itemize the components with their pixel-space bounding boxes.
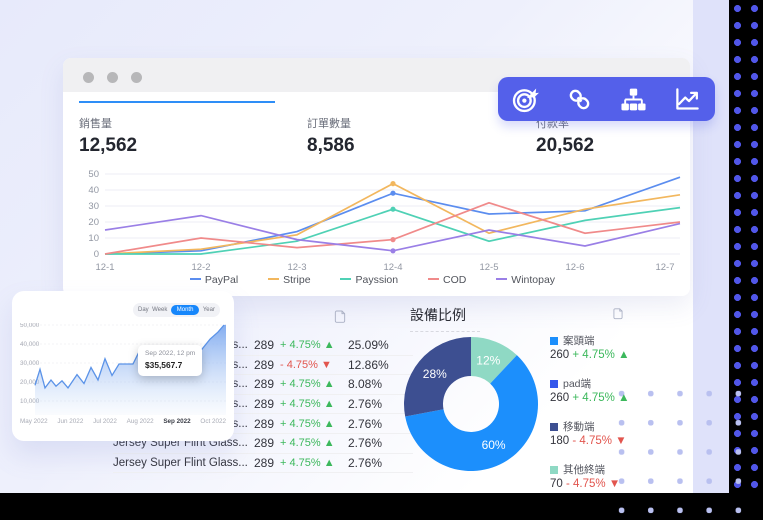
svg-text:30,000: 30,000 bbox=[20, 360, 40, 367]
svg-text:50,000: 50,000 bbox=[20, 323, 40, 329]
svg-text:12-4: 12-4 bbox=[383, 262, 402, 273]
svg-text:60%: 60% bbox=[482, 438, 506, 452]
svg-text:12-7: 12-7 bbox=[655, 262, 674, 273]
svg-text:12%: 12% bbox=[476, 353, 500, 367]
svg-text:30: 30 bbox=[88, 201, 99, 212]
svg-text:50: 50 bbox=[88, 169, 99, 180]
svg-text:12-6: 12-6 bbox=[565, 262, 584, 273]
svg-text:12-3: 12-3 bbox=[287, 262, 306, 273]
svg-text:20: 20 bbox=[88, 217, 99, 228]
svg-text:28%: 28% bbox=[423, 367, 447, 381]
svg-text:0: 0 bbox=[94, 249, 99, 260]
svg-text:40,000: 40,000 bbox=[20, 341, 40, 348]
svg-text:12-2: 12-2 bbox=[191, 262, 210, 273]
svg-text:40: 40 bbox=[88, 185, 99, 196]
svg-text:12-5: 12-5 bbox=[479, 262, 498, 273]
svg-text:10: 10 bbox=[88, 233, 99, 244]
svg-text:12-1: 12-1 bbox=[95, 262, 114, 273]
